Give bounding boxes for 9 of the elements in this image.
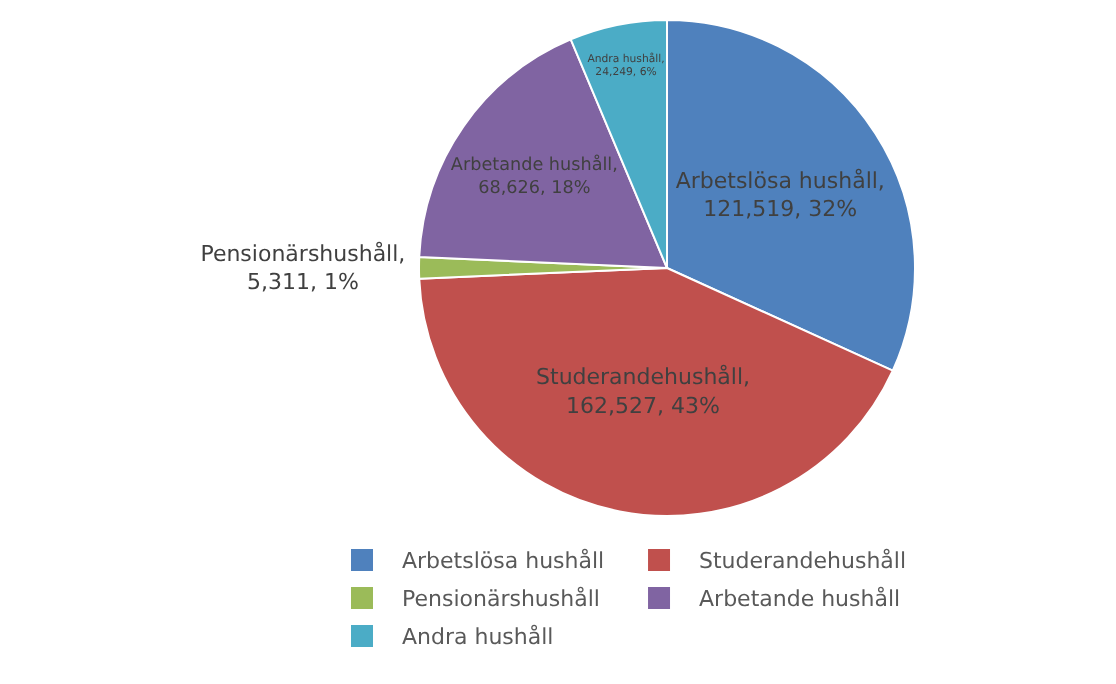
data-label: Arbetande hushåll, 68,626, 18% (450, 153, 618, 199)
legend-label: Arbetslösa hushåll (402, 548, 605, 575)
legend-label: Arbetande hushåll (699, 586, 901, 613)
legend-label: Pensionärshushåll (402, 586, 600, 613)
data-label: Pensionärshushåll, 5,311, 1% (200, 240, 406, 296)
data-label: Arbetslösa hushåll, 121,519, 32% (675, 167, 885, 223)
legend-label: Studerandehushåll (699, 548, 907, 575)
legend-label: Andra hushåll (402, 624, 554, 651)
data-label: Studerandehushåll, 162,527, 43% (536, 364, 751, 419)
